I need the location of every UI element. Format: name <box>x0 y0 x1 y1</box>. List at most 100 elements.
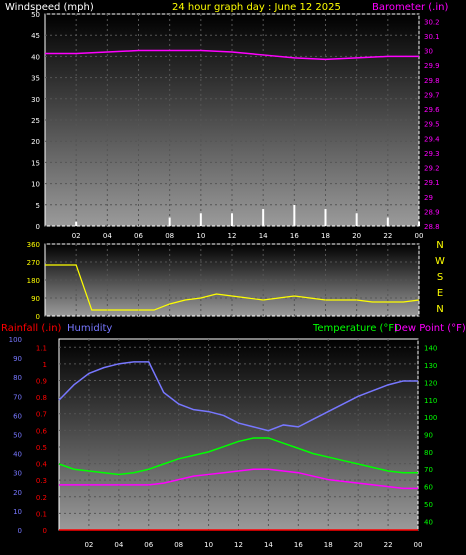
temp-tick-label: 80 <box>424 449 433 457</box>
rht-x-tick-label: 06 <box>144 541 153 549</box>
wind-x-tick-label: 04 <box>103 232 112 240</box>
temp-tick-label: 90 <box>424 432 433 440</box>
temp-tick-label: 40 <box>424 518 433 526</box>
wind-tick-label: 20 <box>31 138 40 146</box>
rain-tick-label: 0 <box>43 527 47 535</box>
direction-tick-label: 360 <box>27 241 40 249</box>
wind-tick-label: 50 <box>31 11 40 19</box>
humidity-tick-label: 60 <box>13 412 22 420</box>
wind-tick-label: 30 <box>31 96 40 104</box>
rht-x-tick-label: 18 <box>324 541 333 549</box>
wind-x-tick-label: 22 <box>383 232 392 240</box>
compass-label: N <box>436 304 443 315</box>
barometer-tick-label: 29.8 <box>424 77 440 85</box>
wind-x-tick-label: 08 <box>165 232 174 240</box>
rht-x-tick-label: 16 <box>294 541 303 549</box>
humidity-tick-label: 80 <box>13 374 22 382</box>
direction-tick-label: 90 <box>31 295 40 303</box>
rain-tick-label: 1 <box>43 361 47 369</box>
compass-label: S <box>437 272 443 283</box>
wind-direction-line <box>45 264 420 311</box>
barometer-tick-label: 28.9 <box>424 208 440 216</box>
humidity-tick-label: 100 <box>9 336 22 344</box>
barometer-line <box>45 49 419 61</box>
barometer-tick-label: 29.2 <box>424 165 440 173</box>
barometer-tick-label: 29.7 <box>424 91 440 99</box>
humidity-tick-label: 20 <box>13 489 22 497</box>
humidity-tick-label: 0 <box>18 527 22 535</box>
humidity-tick-label: 90 <box>13 355 22 363</box>
rht-x-tick-label: 12 <box>234 541 243 549</box>
wind-tick-label: 45 <box>31 32 40 40</box>
wind-x-tick-label: 00 <box>415 232 424 240</box>
rain-tick-label: 0.7 <box>36 411 47 419</box>
wind-tick-label: 15 <box>31 159 40 167</box>
compass-label: W <box>435 256 445 267</box>
wind-x-tick-label: 20 <box>352 232 361 240</box>
wind-x-tick-label: 02 <box>72 232 81 240</box>
humidity-tick-label: 30 <box>13 470 22 478</box>
rain-tick-label: 0.4 <box>36 461 48 469</box>
rain-tick-label: 0.9 <box>36 378 47 386</box>
rht-x-tick-label: 14 <box>264 541 273 549</box>
humidity-tick-label: 10 <box>13 508 22 516</box>
barometer-tick-label: 29 <box>424 194 433 202</box>
humidity-label: Humidity <box>67 323 112 334</box>
rain-tick-label: 0.5 <box>36 444 47 452</box>
compass-label: N <box>436 240 443 251</box>
wind-axis-title: Windspeed (mph) <box>5 2 94 13</box>
rain-tick-label: 0.6 <box>36 427 48 435</box>
barometer-tick-label: 29.1 <box>424 179 440 187</box>
temperature-label: Temperature (°F) <box>312 323 398 334</box>
rht-x-tick-label: 04 <box>114 541 123 549</box>
barometer-tick-label: 30 <box>424 48 433 56</box>
dewpoint-label: Dew Point (°F) <box>394 323 466 334</box>
humidity-tick-label: 50 <box>13 432 22 440</box>
wind-x-tick-label: 14 <box>259 232 268 240</box>
barometer-tick-label: 29.5 <box>424 121 440 129</box>
humidity-tick-label: 40 <box>13 451 22 459</box>
rht-x-tick-label: 02 <box>84 541 93 549</box>
graph-date-title: 24 hour graph day : June 12 2025 <box>172 2 341 13</box>
wind-x-tick-label: 06 <box>134 232 143 240</box>
temp-tick-label: 120 <box>424 379 437 387</box>
wind-tick-label: 25 <box>31 117 40 125</box>
temp-tick-label: 110 <box>424 397 437 405</box>
wind-x-tick-label: 12 <box>228 232 237 240</box>
humidity-line <box>58 361 418 432</box>
temperature-line <box>58 437 418 476</box>
direction-tick-label: 270 <box>27 259 40 267</box>
wind-x-tick-label: 10 <box>196 232 205 240</box>
rain-tick-label: 1.1 <box>36 344 47 352</box>
barometer-tick-label: 29.4 <box>424 135 440 143</box>
barometer-tick-label: 28.8 <box>424 223 440 231</box>
rain-tick-label: 0.1 <box>36 510 47 518</box>
temp-tick-label: 70 <box>424 466 433 474</box>
barometer-tick-label: 29.3 <box>424 150 440 158</box>
rht-x-tick-label: 10 <box>204 541 213 549</box>
wind-tick-label: 40 <box>31 53 40 61</box>
humidity-tick-label: 70 <box>13 393 22 401</box>
temp-tick-label: 100 <box>424 414 437 422</box>
wind-tick-label: 0 <box>36 223 40 231</box>
wind-x-tick-label: 18 <box>321 232 330 240</box>
temp-tick-label: 50 <box>424 501 433 509</box>
barometer-tick-label: 30.1 <box>424 33 440 41</box>
wind-tick-label: 10 <box>31 181 40 189</box>
temp-tick-label: 60 <box>424 484 433 492</box>
dewpoint-line <box>59 468 418 490</box>
temp-tick-label: 140 <box>424 345 437 353</box>
temp-tick-label: 130 <box>424 362 437 370</box>
rain-tick-label: 0.3 <box>36 477 47 485</box>
wind-x-tick-label: 16 <box>290 232 299 240</box>
wind-tick-label: 35 <box>31 75 40 83</box>
barometer-axis-title: Barometer (.in) <box>372 2 448 13</box>
rainfall-label: Rainfall (.in) <box>1 323 62 334</box>
rain-tick-label: 0.8 <box>36 394 47 402</box>
direction-tick-label: 180 <box>27 277 40 285</box>
wind-tick-label: 5 <box>36 202 40 210</box>
direction-tick-label: 0 <box>36 313 40 321</box>
rht-x-tick-label: 08 <box>174 541 183 549</box>
